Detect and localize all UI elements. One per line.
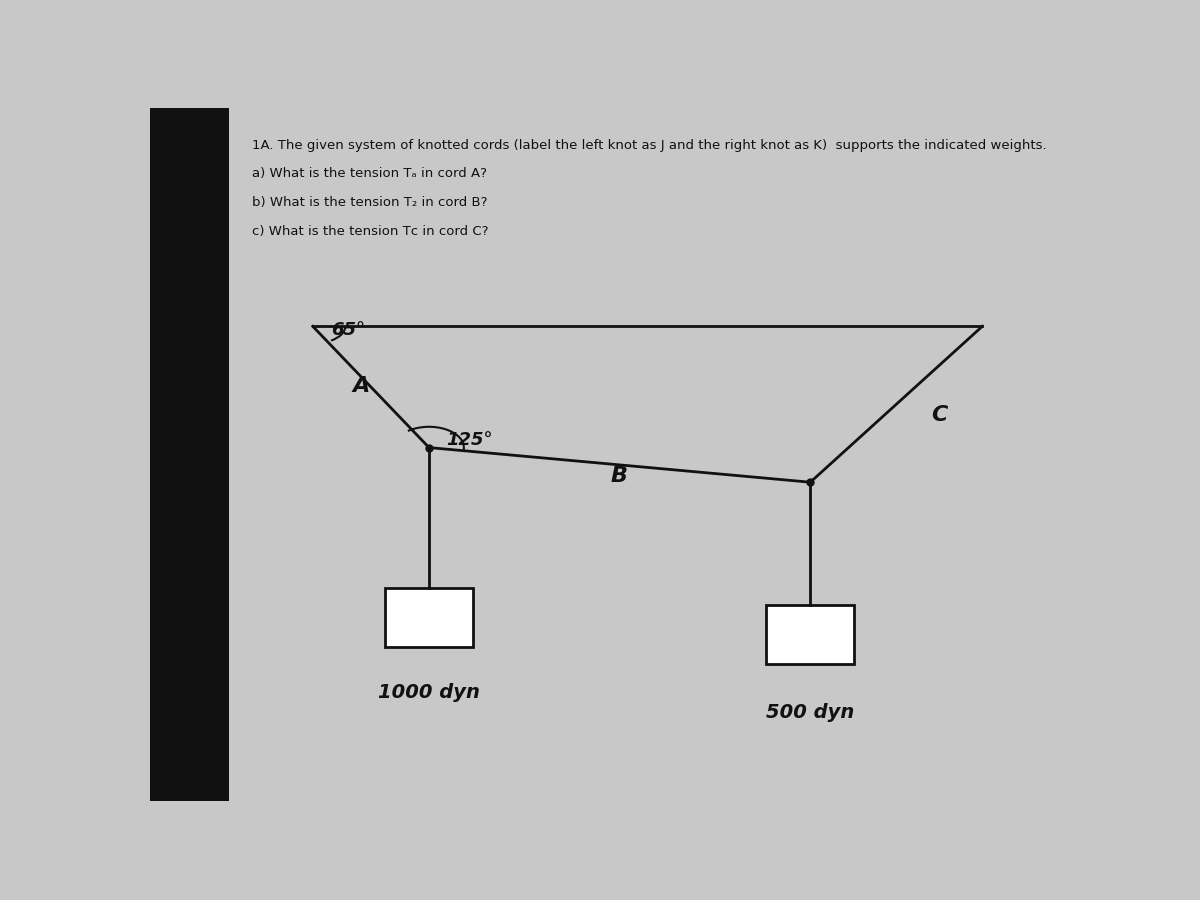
Bar [150,108,229,801]
Text: c) What is the tension Tᴄ in cord C?: c) What is the tension Tᴄ in cord C? [252,225,488,238]
Text: 500 dyn: 500 dyn [766,703,854,722]
Text: B: B [611,466,628,486]
Text: 65°: 65° [331,321,365,339]
Text: a) What is the tension Tₐ in cord A?: a) What is the tension Tₐ in cord A? [252,166,487,180]
Bar [385,588,473,647]
Text: 1A. The given system of knotted cords (label the left knot as J and the right kn: 1A. The given system of knotted cords (l… [252,140,1046,152]
Text: b) What is the tension T₂ in cord B?: b) What is the tension T₂ in cord B? [252,196,487,209]
Text: C: C [931,405,948,425]
Text: 1000 dyn: 1000 dyn [378,683,480,702]
Bar [766,605,854,664]
Text: 125°: 125° [445,431,492,449]
Text: A: A [353,376,370,396]
